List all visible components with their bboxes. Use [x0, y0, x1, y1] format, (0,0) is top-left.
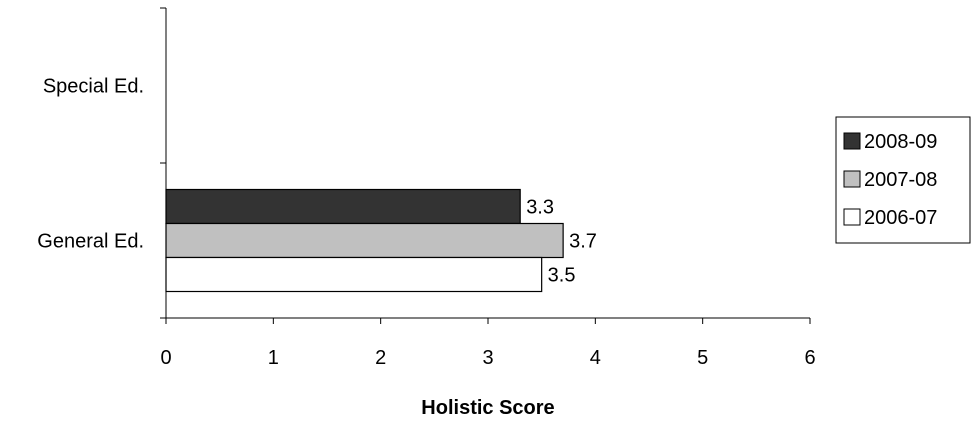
data-label: 3.5 — [548, 265, 576, 287]
x-tick-label: 2 — [375, 347, 386, 369]
bar-2008-09 — [165, 188, 521, 225]
y-axis-ticks — [160, 7, 166, 319]
legend-swatch — [843, 132, 861, 150]
x-tick-label: 6 — [804, 347, 815, 369]
legend-items: 2008-09 2007-08 2006-07 — [843, 131, 937, 229]
legend: 2008-09 2007-08 2006-07 — [835, 116, 971, 244]
legend-item: 2008-09 — [843, 131, 937, 153]
legend-label: 2008-09 — [864, 131, 937, 153]
data-labels: 3.3 3.7 3.5 — [526, 197, 597, 287]
x-axis-title: Holistic Score — [421, 397, 554, 419]
bars — [165, 188, 564, 293]
category-label: General Ed. — [37, 231, 144, 253]
legend-item: 2006-07 — [843, 207, 937, 229]
bar-2007-08 — [165, 222, 564, 259]
x-axis-ticks — [165, 318, 811, 324]
legend-swatch — [843, 208, 861, 226]
data-label: 3.7 — [569, 231, 597, 253]
legend-label: 2007-08 — [864, 169, 937, 191]
data-label: 3.3 — [526, 197, 554, 219]
legend-item: 2007-08 — [843, 169, 937, 191]
x-axis-tick-labels: 0 1 2 3 4 5 6 — [160, 347, 815, 369]
legend-swatch — [843, 170, 861, 188]
category-labels: Special Ed. General Ed. — [37, 76, 144, 253]
x-tick-label: 0 — [160, 347, 171, 369]
legend-label: 2006-07 — [864, 207, 937, 229]
x-tick-label: 1 — [268, 347, 279, 369]
x-tick-label: 3 — [482, 347, 493, 369]
x-tick-label: 5 — [697, 347, 708, 369]
category-label: Special Ed. — [43, 76, 144, 98]
x-tick-label: 4 — [590, 347, 601, 369]
bar-2006-07 — [165, 256, 543, 293]
